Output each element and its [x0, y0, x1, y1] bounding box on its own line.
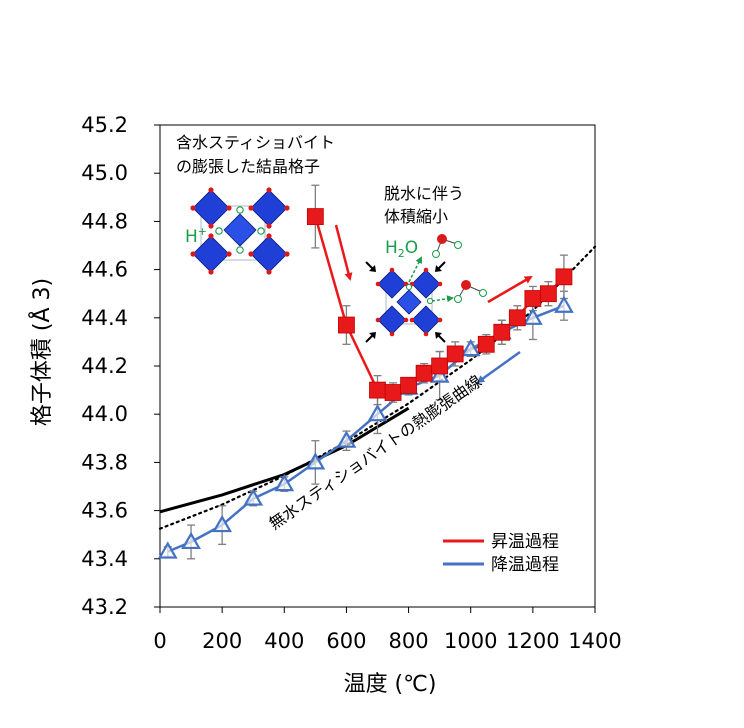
- x-tick-label: 800: [389, 629, 429, 653]
- series-markers: [157, 208, 574, 559]
- cooling-point: [274, 473, 295, 492]
- heating-point: [493, 323, 511, 341]
- dehydration-line1: 脱水に伴う: [384, 184, 464, 203]
- x-tick-label: 1400: [568, 629, 621, 653]
- y-tick-label: 45.2: [81, 113, 128, 137]
- y-tick-label: 44.2: [81, 354, 128, 378]
- heating-point: [508, 309, 526, 327]
- y-tick-label: 43.4: [81, 547, 128, 571]
- cooling-point: [367, 403, 388, 422]
- dehydration-line2: 体積縮小: [384, 207, 448, 226]
- y-tick-label: 43.6: [81, 499, 128, 523]
- hydrous-title-line1: 含水スティショバイト: [176, 133, 335, 152]
- cooling-point: [336, 430, 357, 448]
- y-axis-label: 格子体積 (Å 3): [28, 278, 55, 426]
- x-tick-label: 200: [202, 629, 242, 653]
- x-tick-label: 400: [264, 629, 304, 653]
- y-tick-label: 44.0: [81, 402, 128, 426]
- heating-point: [431, 357, 449, 375]
- y-tick-label: 44.6: [81, 258, 128, 282]
- cooling-point: [460, 338, 481, 357]
- water-molecule-1: [432, 234, 462, 258]
- x-tick-label: 1200: [506, 629, 559, 653]
- heating-point: [400, 376, 417, 394]
- h-plus-label: H+: [185, 225, 207, 247]
- x-tick-label: 600: [326, 629, 366, 653]
- heating-point: [369, 381, 386, 399]
- heating-point: [306, 208, 324, 225]
- legend-heating-label: 昇温過程: [491, 532, 559, 552]
- x-tick-label: 1000: [444, 629, 497, 653]
- heating-point: [539, 285, 557, 303]
- water-release-arrow-2: [431, 295, 454, 303]
- heating-point: [446, 345, 464, 363]
- water-release-arrow-1: [408, 256, 422, 283]
- cooling-arrow: [476, 350, 521, 384]
- legend-cooling-label: 降温過程: [491, 555, 559, 575]
- dehydrating-crystal-illustration: [375, 267, 443, 337]
- cooling-point: [429, 365, 450, 383]
- y-tick-label: 44.4: [81, 306, 128, 330]
- heating-point: [524, 290, 542, 307]
- hydrous-title-line2: の膨張した結晶格子: [176, 157, 320, 176]
- compression-arrow-heads: [369, 265, 442, 339]
- heating-point: [384, 384, 402, 401]
- heating-arrow-up: [487, 275, 533, 304]
- heating-point: [415, 364, 433, 382]
- x-tick-label: 0: [153, 629, 166, 653]
- cooling-point: [243, 488, 264, 506]
- heating-point: [555, 268, 573, 286]
- y-tick-label: 44.8: [81, 209, 128, 233]
- h2o-label: H2O: [385, 238, 418, 260]
- y-tick-label: 43.2: [81, 595, 128, 619]
- heating-point: [477, 335, 495, 353]
- y-tick-label: 45.0: [81, 161, 128, 185]
- legend: 昇温過程 降温過程: [443, 532, 559, 575]
- y-tick-label: 43.8: [81, 450, 128, 474]
- cooling-point: [305, 452, 326, 470]
- cooling-point: [181, 531, 201, 550]
- heating-arrow-down: [334, 224, 353, 281]
- y-axis-ticks: 43.2 43.4 43.6 43.8 44.0 44.2 44.4 44.6 44.8 45.0…: [81, 113, 160, 619]
- x-axis-label: 温度 (℃): [344, 672, 437, 697]
- x-axis-ticks: 0 200 400 600 800 1000 1200 1400: [153, 607, 622, 653]
- hydrous-crystal-illustration: [190, 187, 290, 275]
- cooling-point: [157, 541, 178, 559]
- heating-point: [338, 316, 355, 334]
- water-molecule-2: [454, 280, 487, 303]
- cooling-point: [554, 295, 574, 313]
- cooling-point: [212, 514, 233, 533]
- cooling-point: [522, 307, 543, 325]
- error-bars: [163, 184, 568, 560]
